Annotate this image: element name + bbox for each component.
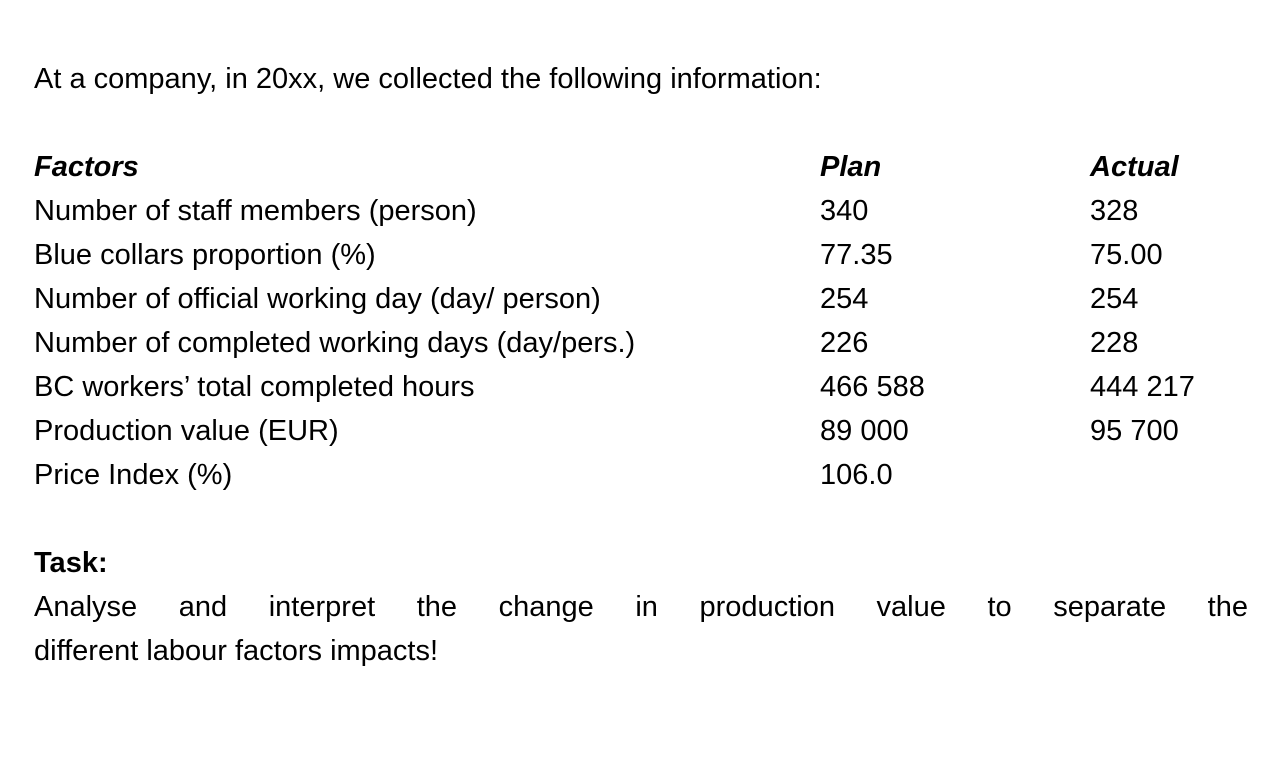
- table-header-plan: Plan: [820, 151, 882, 183]
- table-row-actual-value: [1090, 453, 1248, 497]
- table-row-actual-value: 228: [1090, 327, 1139, 359]
- table-row-plan-value: 340: [820, 195, 869, 227]
- table-header-factors: Factors: [34, 151, 139, 183]
- table-row-plan-value: 254: [820, 283, 869, 315]
- table-header-actual: Actual: [1090, 151, 1179, 183]
- intro-text: At a company, in 20xx, we collected the …: [34, 63, 822, 95]
- table-row-plan-value: 106.0: [820, 459, 893, 491]
- table-row-actual-value: 75.00: [1090, 239, 1163, 271]
- factors-table: Factors Plan Actual Number of staff memb…: [34, 145, 1248, 497]
- table-row-factor: BC workers’ total completed hours: [34, 371, 475, 403]
- task-text-line1: Analyse and interpret the change in prod…: [34, 591, 1248, 623]
- table-row-factor: Number of completed working days (day/pe…: [34, 327, 636, 359]
- table-row-actual-value: 254: [1090, 283, 1139, 315]
- table-row-factor: Number of official working day (day/ per…: [34, 283, 601, 315]
- table-row-plan-value: 89 000: [820, 415, 909, 447]
- table-row-plan-value: 466 588: [820, 371, 925, 403]
- table-row-factor: Number of staff members (person): [34, 195, 477, 227]
- task-section: Task: Analyse and interpret the change i…: [34, 541, 1248, 673]
- table-row-factor: Price Index (%): [34, 459, 233, 491]
- table-row-plan-value: 226: [820, 327, 869, 359]
- table-row-actual-value: 328: [1090, 195, 1139, 227]
- table-row-plan-value: 77.35: [820, 239, 893, 271]
- task-text-line2: different labour factors impacts!: [34, 635, 439, 667]
- table-row-factor: Blue collars proportion (%): [34, 239, 376, 271]
- table-row-actual-value: 95 700: [1090, 415, 1179, 447]
- table-row-actual-value: 444 217: [1090, 371, 1195, 403]
- table-row-factor: Production value (EUR): [34, 415, 339, 447]
- task-heading: Task:: [34, 547, 108, 579]
